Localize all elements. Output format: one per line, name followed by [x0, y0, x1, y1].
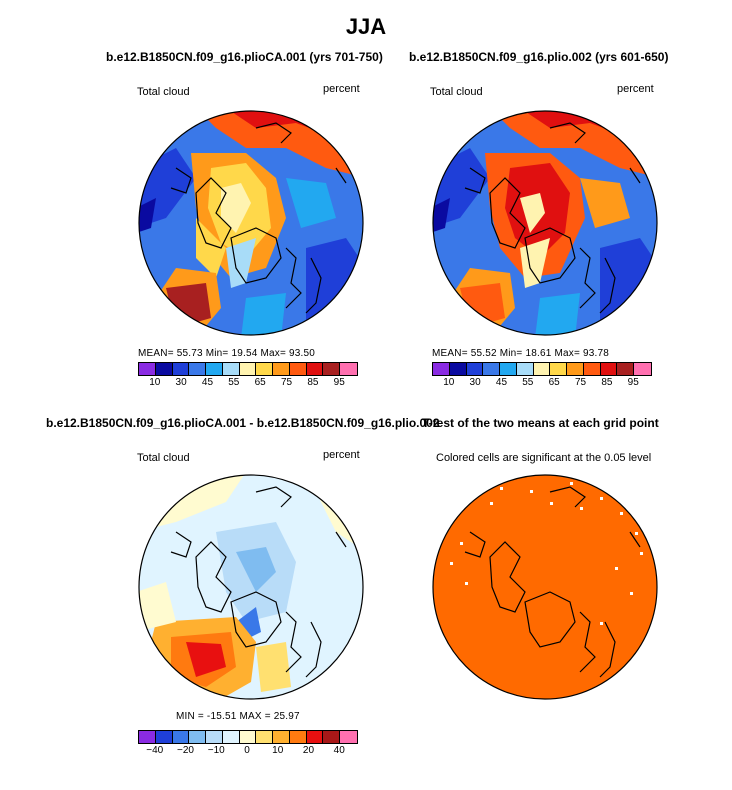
- colorbar-swatch: [483, 363, 501, 375]
- colorbar-swatch: [289, 363, 307, 375]
- colorbar-swatch: [172, 363, 190, 375]
- panel-3-units-label: percent: [323, 449, 360, 461]
- panel-2-colorbar: [432, 362, 652, 376]
- colorbar-tick-label: −40: [146, 745, 164, 756]
- colorbar-tick-label: 65: [548, 377, 560, 388]
- colorbar-tick-label: −20: [177, 745, 194, 756]
- colorbar-tick-label: 45: [495, 377, 508, 388]
- colorbar-swatch: [239, 363, 257, 375]
- colorbar-swatch: [583, 363, 601, 375]
- colorbar-tick-label: 10: [149, 377, 161, 388]
- colorbar-tick-label: −10: [207, 745, 225, 756]
- colorbar-swatch: [289, 731, 307, 743]
- colorbar-swatch: [306, 731, 324, 743]
- colorbar-swatch: [256, 363, 274, 375]
- panel-3-difference-map: [138, 474, 364, 700]
- colorbar-swatch: [323, 363, 341, 375]
- colorbar-swatch: [206, 363, 223, 375]
- colorbar-swatch: [550, 363, 568, 375]
- colorbar-swatch: [256, 731, 274, 743]
- panel-1-units-label: percent: [323, 83, 360, 95]
- panel-4-title: T-test of the two means at each grid poi…: [422, 416, 659, 430]
- colorbar-tick-label: 55: [228, 377, 240, 388]
- colorbar-tick-label: 75: [280, 377, 293, 388]
- colorbar-swatch: [433, 363, 450, 375]
- panel-2-colorbar-ticks: 10 30 45 55 65 75 85 95: [432, 377, 650, 389]
- colorbar-swatch: [273, 731, 290, 743]
- colorbar-swatch: [466, 363, 484, 375]
- colorbar-tick-label: 40: [333, 745, 345, 756]
- panel-4-significance-label: Colored cells are significant at the 0.0…: [436, 452, 652, 464]
- colorbar-swatch: [172, 731, 190, 743]
- colorbar-tick-label: 30: [175, 377, 187, 388]
- panel-1-stats: MEAN= 55.73 Min= 19.54 Max= 93.50: [138, 348, 315, 359]
- colorbar-swatch: [273, 363, 290, 375]
- colorbar-tick-label: 95: [627, 377, 639, 388]
- colorbar-tick-label: 30: [469, 377, 481, 388]
- colorbar-swatch: [155, 731, 173, 743]
- colorbar-tick-label: 45: [201, 377, 214, 388]
- colorbar-swatch: [206, 731, 223, 743]
- colorbar-swatch: [617, 363, 635, 375]
- panel-1-colorbar-ticks: 10 30 45 55 65 75 85 95: [138, 377, 356, 389]
- colorbar-tick-label: 75: [574, 377, 587, 388]
- panel-2-title: b.e12.B1850CN.f09_g16.plio.002 (yrs 601-…: [409, 50, 669, 64]
- colorbar-swatch: [323, 731, 341, 743]
- colorbar-tick-label: 65: [254, 377, 266, 388]
- colorbar-swatch: [340, 731, 357, 743]
- colorbar-tick-label: 85: [601, 377, 613, 388]
- colorbar-swatch: [516, 363, 534, 375]
- colorbar-tick-label: 0: [244, 745, 250, 756]
- panel-1-colorbar: [138, 362, 358, 376]
- colorbar-swatch: [567, 363, 584, 375]
- colorbar-swatch: [155, 363, 173, 375]
- colorbar-swatch: [600, 363, 618, 375]
- colorbar-swatch: [500, 363, 517, 375]
- colorbar-swatch: [306, 363, 324, 375]
- panel-3-colorbar-ticks: −40 −20 −10 0 10 20 40: [138, 745, 356, 757]
- colorbar-swatch: [340, 363, 357, 375]
- panel-3-colorbar: [138, 730, 358, 744]
- panel-3-title: b.e12.B1850CN.f09_g16.plioCA.001 - b.e12…: [46, 416, 440, 430]
- colorbar-swatch: [222, 363, 240, 375]
- panel-2-units-label: percent: [617, 83, 654, 95]
- colorbar-swatch: [189, 363, 207, 375]
- colorbar-swatch: [533, 363, 551, 375]
- panel-3-stats: MIN = -15.51 MAX = 25.97: [176, 711, 300, 722]
- colorbar-swatch: [222, 731, 240, 743]
- panel-2-variable-label: Total cloud: [430, 86, 483, 98]
- colorbar-tick-label: 10: [443, 377, 455, 388]
- colorbar-swatch: [239, 731, 257, 743]
- panel-1-variable-label: Total cloud: [137, 86, 190, 98]
- panel-2-stats: MEAN= 55.52 Min= 18.61 Max= 93.78: [432, 348, 609, 359]
- colorbar-swatch: [139, 731, 156, 743]
- colorbar-tick-label: 20: [302, 745, 315, 756]
- colorbar-swatch: [634, 363, 651, 375]
- colorbar-swatch: [189, 731, 207, 743]
- colorbar-swatch: [139, 363, 156, 375]
- colorbar-swatch: [449, 363, 467, 375]
- main-title: JJA: [345, 14, 387, 39]
- colorbar-tick-label: 95: [333, 377, 345, 388]
- panel-1-polar-map: [138, 110, 364, 336]
- colorbar-tick-label: 55: [522, 377, 534, 388]
- panel-4-ttest-map: [432, 474, 658, 700]
- panel-1-title: b.e12.B1850CN.f09_g16.plioCA.001 (yrs 70…: [106, 50, 383, 64]
- colorbar-tick-label: 10: [272, 745, 284, 756]
- panel-2-polar-map: [432, 110, 658, 336]
- panel-3-variable-label: Total cloud: [137, 452, 190, 464]
- colorbar-tick-label: 85: [307, 377, 319, 388]
